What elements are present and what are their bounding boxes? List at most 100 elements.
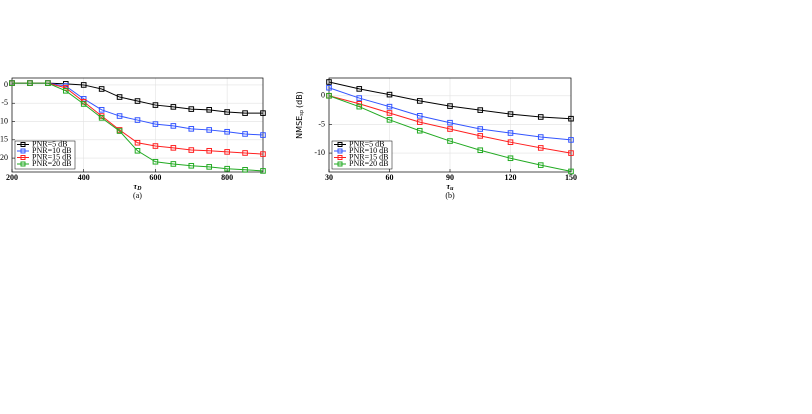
x-axis-label-main: τ [447,182,451,191]
marker [260,110,266,116]
x-axis-label-subscript: D [136,186,142,192]
marker [242,167,248,173]
marker [134,139,141,146]
marker [45,80,51,86]
marker [447,103,453,109]
legend-label: PNR=20 dB [32,159,71,168]
marker [356,86,363,92]
marker [188,162,195,169]
legend-label: PNR=15 dB [349,152,388,161]
series-line [12,82,264,136]
marker [170,104,177,110]
marker [27,80,33,86]
chart: 0 -5 -10 30 60 90 120 150 τu(b) NMSEsp (dB) PNR=5 d… [295,77,577,200]
x-tick-label: 800 [221,173,233,182]
marker [477,147,484,154]
marker [206,164,213,170]
x-tick-label: 400 [78,173,90,182]
legend-label: PNR=5 dB [349,139,384,148]
legend-marker [337,161,343,167]
x-tick-label: 600 [149,173,161,182]
legend-marker [20,161,26,167]
marker [447,119,453,126]
y-tick-label: -5 [318,119,325,128]
marker [134,98,141,104]
marker [537,162,544,168]
x-tick-label: 150 [565,173,577,182]
marker [507,130,514,136]
marker [260,132,266,138]
marker [9,80,15,86]
marker [224,165,230,172]
marker [537,145,544,151]
plot-frame [11,77,264,173]
marker [188,126,195,132]
legend-marker [337,142,343,147]
marker [206,147,213,154]
legend-label: PNR=10 dB [349,146,388,155]
x-axis-label-main: τ [134,182,138,191]
marker [170,145,177,151]
marker [356,103,363,110]
marker [62,85,69,91]
legend-label: PNR=10 dB [32,146,71,155]
marker [62,88,69,94]
legend-label: PNR=15 dB [32,152,71,161]
marker [356,95,363,101]
marker [507,139,514,145]
marker [537,134,544,140]
series-line [12,82,263,114]
legend-marker [20,148,26,154]
x-tick-label: 120 [505,173,517,182]
series-line [328,95,572,172]
legend-label: PNR=5 dB [32,139,67,148]
marker [260,168,266,174]
y-axis-label-unit: (dB) [295,91,304,108]
marker [134,117,141,123]
marker [477,126,484,132]
marker [152,158,159,165]
legend-marker [337,155,343,160]
marker [170,123,177,129]
marker [152,102,159,108]
marker [80,101,87,107]
marker [326,84,332,91]
marker [260,151,266,157]
marker [134,147,141,154]
marker [386,103,393,110]
x-tick-label: 200 [6,173,18,182]
marker [188,106,195,112]
marker [98,107,105,113]
marker [386,91,393,98]
marker [356,100,363,107]
x-tick-label: 30 [325,173,333,182]
marker [326,92,332,99]
marker [416,98,423,104]
marker [568,137,574,143]
x-axis-label: τD [134,182,143,193]
x-tick-label: 60 [386,173,394,182]
y-tick-label: -10 [0,116,8,125]
y-tick-label: -20 [0,153,8,162]
marker [242,150,248,156]
y-tick-label: -15 [0,135,8,144]
legend-label: PNR=20 dB [349,159,388,168]
x-axis-label-subscript: u [450,186,454,192]
marker [568,115,574,122]
marker [206,107,213,113]
y-axis-label-main: NMSE [295,116,304,139]
marker [447,126,453,132]
marker [242,131,248,137]
x-axis-label: τu [447,182,455,193]
marker [416,119,423,125]
legend-marker [20,155,26,160]
marker [326,79,332,85]
y-tick-label: 0 [321,91,325,100]
marker [116,128,123,134]
marker [224,149,230,155]
marker [152,121,159,127]
series-line [328,87,572,141]
legend-marker [20,142,26,147]
series-line [12,82,264,155]
